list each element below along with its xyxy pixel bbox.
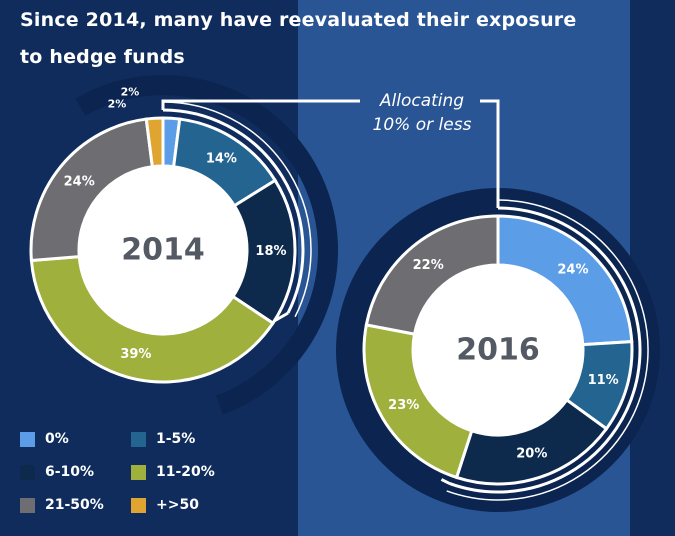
data-label-2014-1-5pct: 14% xyxy=(206,152,237,167)
data-label-2014-21-50pct: 24% xyxy=(64,174,95,189)
slice-2014-21-50pct xyxy=(29,117,155,263)
data-label-2016-0pct: 24% xyxy=(557,263,588,278)
donut-year-2016: 2016 xyxy=(456,333,540,368)
slice-2014-11-20pct xyxy=(29,255,275,384)
bracket-arc-thin-2014 xyxy=(162,101,312,318)
slice-2016-21-50pct xyxy=(364,214,500,336)
legend-item-6-10pct: 6-10% xyxy=(20,464,94,480)
legend-swatch xyxy=(20,464,35,480)
legend-item-0pct: 0% xyxy=(20,431,69,447)
data-label-2014-50: 2% xyxy=(108,98,127,111)
legend-label: 6-10% xyxy=(45,464,95,480)
data-label-2014-11-20pct: 39% xyxy=(120,347,151,362)
backdrop-ring-2014 xyxy=(75,75,339,415)
chart-title-line-2: to hedge funds xyxy=(20,46,185,68)
legend-item-11-20pct: 11-20% xyxy=(131,464,215,480)
bracket-arc-2016 xyxy=(448,206,642,494)
legend-swatch xyxy=(20,431,35,447)
donut-hole-2016 xyxy=(414,266,582,434)
legend-label: +>50 xyxy=(156,497,199,513)
legend-item-1-5pct: 1-5% xyxy=(131,431,195,447)
legend-label: 1-5% xyxy=(156,431,196,447)
legend-label: 21-50% xyxy=(45,497,104,513)
data-label-2016-6-10pct: 20% xyxy=(516,447,547,462)
slice-2016-11-20pct xyxy=(362,323,474,480)
data-label-2016-11-20pct: 23% xyxy=(388,398,419,413)
data-label-2016-21-50pct: 22% xyxy=(413,258,444,273)
bracket-arc-thin-2016 xyxy=(446,199,649,501)
slice-2014-50 xyxy=(144,116,165,169)
bracket-end-2014 xyxy=(273,311,289,323)
data-label-2014-6-10pct: 18% xyxy=(255,244,286,259)
annotation-line-2: 10% or less xyxy=(372,115,472,135)
legend-label: 0% xyxy=(45,431,69,447)
annotation-line-1: Allocating xyxy=(379,91,465,111)
bracket-end-2016 xyxy=(440,478,451,485)
bracket-arc-2014 xyxy=(162,108,305,314)
data-label-2014-0pct: 2% xyxy=(121,86,140,99)
legend-swatch xyxy=(131,431,146,447)
legend-swatch xyxy=(20,497,35,513)
connector-right xyxy=(480,99,500,208)
data-label-2016-1-5pct: 11% xyxy=(588,373,619,388)
legend-swatch xyxy=(131,497,146,513)
legend-label: 11-20% xyxy=(156,464,215,480)
legend-item-21-50pct: 21-50% xyxy=(20,497,104,513)
legend-item-over-50: +>50 xyxy=(131,497,199,513)
donut-hole-2014 xyxy=(80,167,246,333)
connector-left xyxy=(161,99,360,110)
chart-title-line-1: Since 2014, many have reevaluated their … xyxy=(20,9,577,31)
donut-year-2014: 2014 xyxy=(121,233,205,268)
legend-swatch xyxy=(131,464,146,480)
